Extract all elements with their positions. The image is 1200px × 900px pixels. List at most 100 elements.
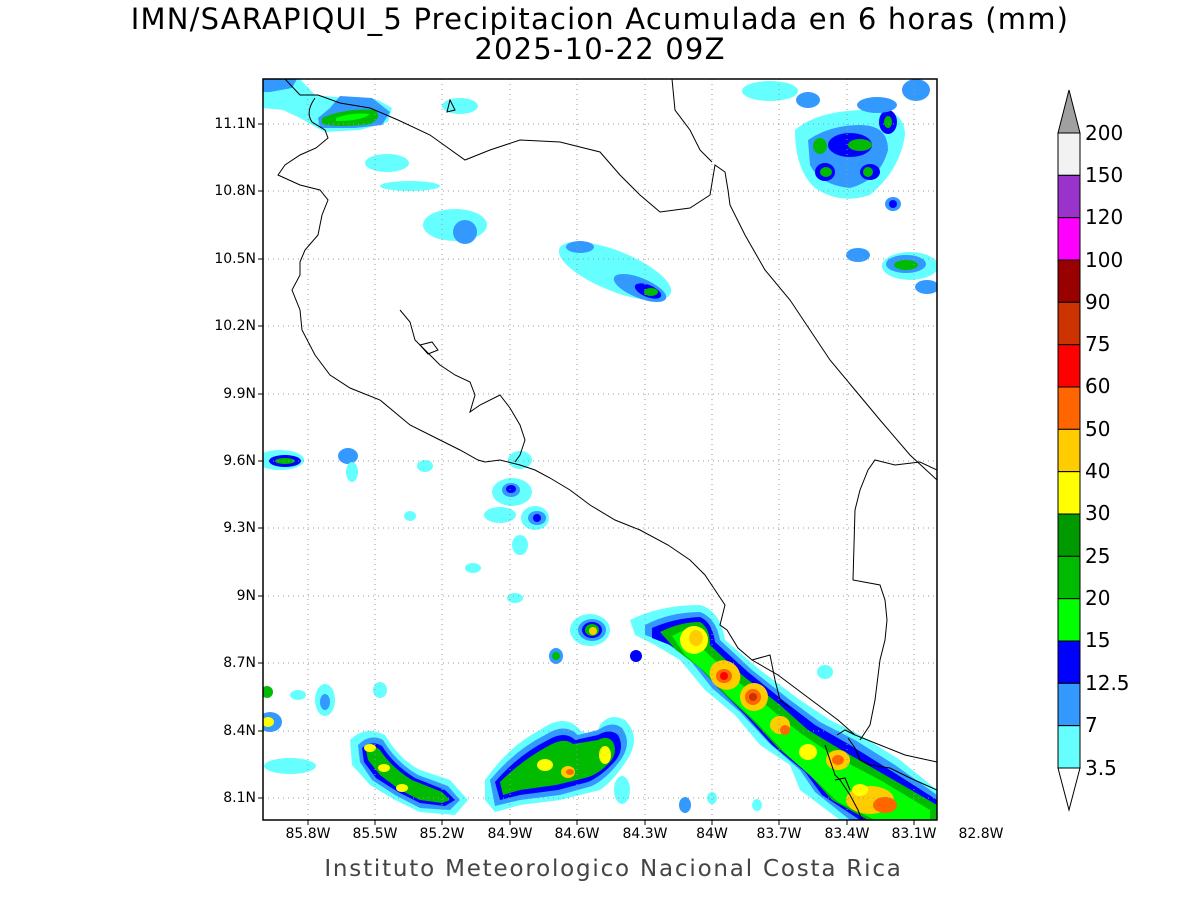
- lat-label: 8.7N: [223, 655, 256, 671]
- lon-label: 85.5W: [352, 826, 398, 842]
- colorbar-label: 150: [1085, 163, 1124, 187]
- colorbar-label: 15: [1085, 628, 1111, 652]
- rain-cell: [846, 248, 870, 262]
- colorbar-label: 30: [1085, 501, 1111, 525]
- rain-cell: [796, 92, 820, 108]
- rain-cell: [752, 799, 762, 811]
- footer-credit: Instituto Meteorologico Nacional Costa R…: [324, 856, 903, 882]
- rain-cell: [338, 448, 358, 464]
- rain-cell: [365, 154, 409, 172]
- lat-label: 9.3N: [223, 520, 256, 536]
- colorbar-segments: [1057, 132, 1081, 769]
- colorbar-segment: [1057, 428, 1081, 473]
- rain-cell: [484, 507, 516, 523]
- colorbar-label: 100: [1085, 248, 1124, 272]
- colorbar-segment: [1057, 471, 1081, 515]
- lat-label: 9.6N: [223, 453, 256, 469]
- rain-cell: [857, 97, 897, 113]
- rain-cell: [346, 462, 358, 482]
- rain-cell: [263, 686, 273, 698]
- rain-cell: [506, 485, 516, 493]
- colorbar-segment: [1057, 301, 1081, 346]
- lon-label: 83.1W: [891, 826, 937, 842]
- rain-cell: [290, 690, 306, 700]
- coastlines-and-borders: [277, 79, 937, 820]
- rain-cell-northwest: [263, 79, 392, 132]
- rain-cell: [644, 288, 658, 296]
- rain-cell: [320, 694, 330, 710]
- rain-cell: [404, 511, 416, 521]
- rain-band-southwest: [350, 731, 468, 815]
- lon-label: 85.2W: [419, 826, 465, 842]
- colorbar-label: 200: [1085, 121, 1124, 145]
- lat-label: 9.9N: [223, 386, 256, 402]
- colorbar-segment: [1057, 174, 1081, 219]
- rain-cell: [533, 514, 541, 522]
- rain-band-south-central: [485, 716, 634, 812]
- rain-cell-northeast: [795, 109, 905, 199]
- colorbar-segment: [1057, 386, 1081, 430]
- lat-label: 8.4N: [223, 723, 256, 739]
- colorbar-bottom-arrow: [1057, 767, 1081, 812]
- colorbar-label: 20: [1085, 586, 1111, 610]
- rain-cell: [552, 652, 560, 660]
- rain-cell: [275, 458, 295, 464]
- colorbar-label: 60: [1085, 374, 1111, 398]
- rain-cell: [264, 758, 316, 774]
- lon-label: 84.3W: [622, 826, 668, 842]
- colorbar-segment: [1057, 725, 1081, 769]
- lon-label: 82.8W: [958, 826, 1004, 842]
- colorbar-segment: [1057, 217, 1081, 261]
- lon-label: 85.8W: [285, 826, 331, 842]
- rain-cell: [707, 792, 717, 804]
- rain-cell: [817, 665, 833, 679]
- map-subtitle-date: 2025-10-22 09Z: [474, 32, 726, 66]
- colorbar-segment: [1057, 640, 1081, 684]
- lon-label: 84.6W: [554, 826, 600, 842]
- rain-band-southeast: [630, 605, 937, 820]
- colorbar-label: 12.5: [1085, 671, 1130, 695]
- rain-cell: [508, 451, 532, 469]
- rain-cell: [373, 682, 387, 698]
- lat-label: 11.1N: [214, 116, 256, 132]
- rain-cell: [589, 627, 597, 635]
- lat-lon-grid: [263, 79, 937, 820]
- lat-label: 8.1N: [223, 790, 256, 806]
- colorbar-label: 120: [1085, 205, 1124, 229]
- colorbar-label: 50: [1085, 417, 1111, 441]
- rain-cell: [566, 241, 594, 253]
- colorbar-segment: [1057, 513, 1081, 557]
- colorbar-label: 90: [1085, 290, 1111, 314]
- colorbar-segment: [1057, 344, 1081, 388]
- rain-cell: [417, 460, 433, 472]
- rain-cell: [630, 650, 642, 662]
- rain-cell: [380, 181, 440, 191]
- rain-cell: [465, 563, 481, 573]
- map-frame: [262, 78, 938, 821]
- colorbar-top-arrow: [1057, 89, 1081, 134]
- colorbar-label: 25: [1085, 544, 1111, 568]
- colorbar-segment: [1057, 682, 1081, 727]
- map-title: IMN/SARAPIQUI_5 Precipitacion Acumulada …: [130, 2, 1070, 36]
- rain-cell: [902, 79, 930, 101]
- lon-label: 83.7W: [756, 826, 802, 842]
- colorbar-segment: [1057, 132, 1081, 176]
- rain-cell: [742, 81, 798, 101]
- lon-label: 83.4W: [824, 826, 870, 842]
- lat-label: 9N: [236, 588, 256, 604]
- rain-cell: [512, 535, 528, 555]
- rain-cell: [453, 220, 477, 244]
- lat-label: 10.8N: [214, 183, 256, 199]
- colorbar-segment: [1057, 598, 1081, 642]
- colorbar-segment: [1057, 259, 1081, 303]
- rain-cell: [507, 593, 523, 603]
- colorbar-label: 7: [1085, 713, 1098, 737]
- lon-label: 84.9W: [487, 826, 533, 842]
- precipitation-field: [263, 79, 937, 820]
- rain-cell: [679, 797, 691, 813]
- axis-ticks: [258, 123, 915, 825]
- colorbar-label: 75: [1085, 332, 1111, 356]
- lon-label: 84W: [696, 826, 728, 842]
- lat-label: 10.5N: [214, 251, 256, 267]
- colorbar-segment: [1057, 555, 1081, 600]
